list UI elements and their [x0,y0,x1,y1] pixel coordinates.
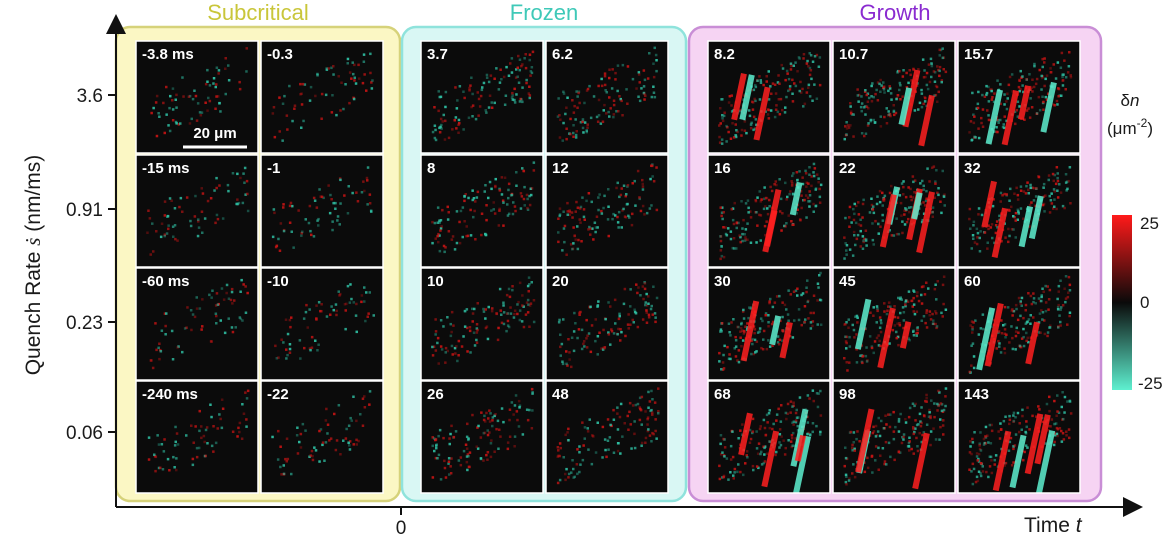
image-panel: 3.7 [420,40,544,154]
image-panel: -240 ms [135,380,259,494]
image-panel: -10 [260,267,384,381]
image-panel: 10.7 [832,40,956,154]
image-panel: 15.7 [957,40,1081,154]
region-title-frozen: Frozen [510,0,578,25]
panel-time-label: 26 [427,386,444,403]
x-zero-label: 0 [396,518,407,539]
image-panel: 22 [832,154,956,268]
image-panel: 8.2 [707,40,831,154]
panel-grid-growth: 8.2 10.7 15.7 16 22 32 30 45 60 68 98 143 [707,40,1081,494]
axes: 3.6 0.91 0.23 0.06 0 Quench Rate ṡ (nm/m… [21,14,1143,539]
image-panel: 98 [832,380,956,494]
colorbar-gradient [1112,215,1132,390]
y-tick-label: 0.91 [66,200,103,221]
image-panel: 16 [707,154,831,268]
panel-time-label: 45 [839,273,856,290]
panel-time-label: 8 [427,160,435,177]
panel-grid-subcritical: -3.8 ms -0.3 -15 ms -1 -60 ms -10 -240 ms -22 [135,40,384,494]
scale-bar-label: 20 μm [193,125,236,142]
panel-time-label: 68 [714,386,731,403]
image-panel: 45 [832,267,956,381]
image-panel: 26 [420,380,544,494]
scale-bar: 20 μm [183,125,247,149]
colorbar-max-label: 25 [1140,214,1159,233]
image-panel: -3.8 ms [135,40,259,154]
panel-time-label: -240 ms [142,386,198,403]
panel-time-label: 16 [714,160,731,177]
panel-time-label: 30 [714,273,731,290]
image-panel: 48 [545,380,669,494]
image-panel: 143 [957,380,1081,494]
y-axis-title: Quench Rate ṡ (nm/ms) [21,155,45,376]
x-axis-title: Time t [1024,514,1083,537]
y-ticks: 3.6 0.91 0.23 0.06 [66,86,116,444]
panel-time-label: -15 ms [142,160,190,177]
panel-time-label: 15.7 [964,46,993,63]
panel-time-label: -10 [267,273,289,290]
colorbar-unit: (μm-2) [1107,116,1153,138]
image-panel: 60 [957,267,1081,381]
image-panel: 12 [545,154,669,268]
region-title-subcritical: Subcritical [207,0,308,25]
image-panel: 68 [707,380,831,494]
image-panel: -0.3 [260,40,384,154]
panel-time-label: 22 [839,160,856,177]
image-panel: -1 [260,154,384,268]
panel-time-label: 20 [552,273,569,290]
image-panel: 30 [707,267,831,381]
image-panel: -22 [260,380,384,494]
image-panel: 8 [420,154,544,268]
image-panel: 6.2 [545,40,669,154]
panel-time-label: -22 [267,386,289,403]
panel-time-label: 8.2 [714,46,735,63]
panel-time-label: -0.3 [267,46,293,63]
y-tick-label: 3.6 [77,86,103,107]
panel-time-label: 98 [839,386,856,403]
panel-time-label: 32 [964,160,981,177]
panel-time-label: -3.8 ms [142,46,194,63]
panel-time-label: 143 [964,386,989,403]
image-panel: 20 [545,267,669,381]
panel-time-label: -60 ms [142,273,190,290]
panel-grid-frozen: 3.7 6.2 8 12 10 20 26 48 [420,40,669,494]
panel-time-label: -1 [267,160,280,177]
region-title-growth: Growth [860,0,931,25]
colorbar-mid-label: 0 [1140,293,1149,312]
image-panel: 10 [420,267,544,381]
panel-time-label: 12 [552,160,569,177]
image-panel: 32 [957,154,1081,268]
panel-time-label: 10.7 [839,46,868,63]
image-panel: -15 ms [135,154,259,268]
panel-time-label: 10 [427,273,444,290]
colorbar: δn (μm-2) 25 0 -25 [1107,91,1163,393]
colorbar-title: δn [1121,91,1140,110]
y-tick-label: 0.23 [66,313,103,334]
image-panel: -60 ms [135,267,259,381]
panel-time-label: 60 [964,273,981,290]
panel-time-label: 6.2 [552,46,573,63]
colorbar-min-label: -25 [1138,374,1163,393]
panel-time-label: 3.7 [427,46,448,63]
y-tick-label: 0.06 [66,423,103,444]
panel-time-label: 48 [552,386,569,403]
